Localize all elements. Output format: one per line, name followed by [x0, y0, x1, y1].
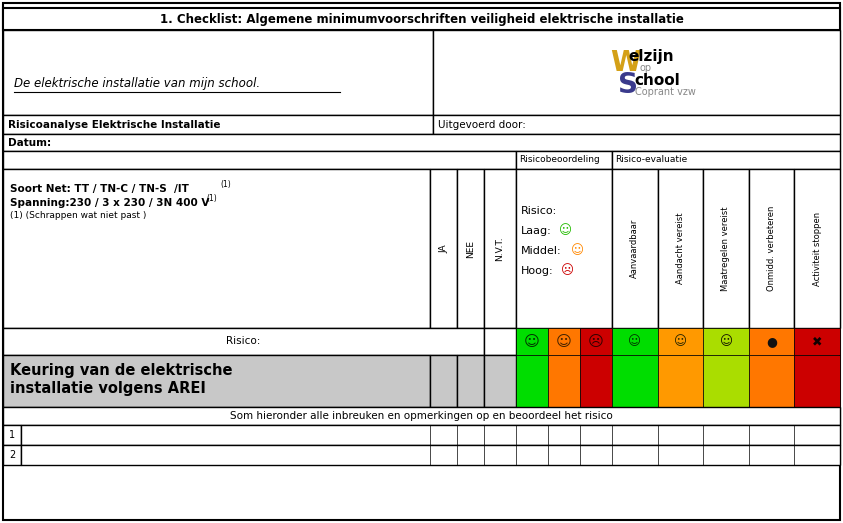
Bar — [516, 355, 548, 407]
Bar — [3, 8, 840, 30]
Bar — [430, 355, 457, 407]
Text: ☺: ☺ — [628, 335, 642, 348]
Bar — [612, 355, 658, 407]
Bar — [794, 169, 840, 328]
Bar — [433, 30, 840, 115]
Bar — [548, 355, 580, 407]
Bar — [794, 355, 840, 407]
Bar — [749, 169, 794, 328]
Bar — [580, 355, 612, 407]
Bar — [703, 328, 749, 355]
Text: Risico-evaluatie: Risico-evaluatie — [615, 155, 687, 165]
Text: ☺: ☺ — [556, 334, 572, 349]
Bar — [794, 328, 840, 355]
Bar — [658, 169, 703, 328]
Bar — [516, 151, 612, 169]
Text: ●: ● — [766, 335, 777, 348]
Text: Coprant vzw: Coprant vzw — [635, 87, 695, 97]
Text: Risico:: Risico: — [521, 206, 557, 215]
Bar — [21, 425, 840, 445]
Text: NEE: NEE — [466, 240, 475, 257]
Text: ☺: ☺ — [719, 335, 733, 348]
Bar — [430, 169, 457, 328]
Text: Risico:: Risico: — [226, 336, 260, 347]
Bar — [658, 355, 703, 407]
Text: ☺: ☺ — [674, 335, 687, 348]
Text: Middel:: Middel: — [521, 245, 561, 256]
Bar — [516, 169, 612, 328]
Text: (1): (1) — [220, 179, 231, 188]
Bar — [548, 328, 580, 355]
Bar — [3, 30, 433, 115]
Text: Som hieronder alle inbreuken en opmerkingen op en beoordeel het risico: Som hieronder alle inbreuken en opmerkin… — [230, 411, 613, 421]
Bar — [658, 328, 703, 355]
Bar — [3, 445, 21, 465]
Bar — [580, 328, 612, 355]
Text: Onmidd. verbeteren: Onmidd. verbeteren — [767, 206, 776, 291]
Text: Aanvaardbaar: Aanvaardbaar — [631, 219, 639, 278]
Bar — [433, 115, 840, 134]
Text: De elektrische installatie van mijn school.: De elektrische installatie van mijn scho… — [14, 76, 260, 89]
Text: ✖: ✖ — [812, 335, 823, 348]
Bar — [749, 355, 794, 407]
Bar — [612, 328, 658, 355]
Bar — [703, 169, 749, 328]
Bar — [3, 169, 430, 328]
Text: ☺: ☺ — [571, 244, 584, 257]
Text: ☺: ☺ — [559, 224, 572, 237]
Text: Risicobeoordeling: Risicobeoordeling — [519, 155, 599, 165]
Text: S: S — [618, 71, 638, 99]
Text: ☹: ☹ — [588, 334, 604, 349]
Bar — [3, 134, 840, 151]
Bar — [749, 328, 794, 355]
Bar — [484, 355, 516, 407]
Text: installatie volgens AREI: installatie volgens AREI — [10, 381, 206, 396]
Text: Activiteit stoppen: Activiteit stoppen — [813, 211, 822, 286]
Text: ☺: ☺ — [524, 334, 540, 349]
Text: Laag:: Laag: — [521, 225, 552, 235]
Bar — [3, 355, 430, 407]
Text: Datum:: Datum: — [8, 138, 51, 147]
Text: Uitgevoerd door:: Uitgevoerd door: — [438, 119, 526, 130]
Bar — [484, 169, 516, 328]
Text: 1: 1 — [9, 430, 15, 440]
Text: Spanning:230 / 3 x 230 / 3N 400 V: Spanning:230 / 3 x 230 / 3N 400 V — [10, 198, 213, 208]
Text: 1. Checklist: Algemene minimumvoorschriften veiligheid elektrische installatie: 1. Checklist: Algemene minimumvoorschrif… — [159, 13, 684, 26]
Text: N.V.T.: N.V.T. — [496, 236, 504, 261]
Text: Risicoanalyse Elektrische Installatie: Risicoanalyse Elektrische Installatie — [8, 119, 221, 130]
Text: Hoog:: Hoog: — [521, 266, 554, 276]
Text: ☹: ☹ — [561, 264, 574, 277]
Text: op: op — [640, 63, 652, 73]
Bar — [3, 115, 433, 134]
Text: 2: 2 — [9, 450, 15, 460]
Text: W: W — [610, 49, 641, 77]
Text: Soort Net: TT / TN-C / TN-S  /IT: Soort Net: TT / TN-C / TN-S /IT — [10, 184, 192, 194]
Text: (1) (Schrappen wat niet past ): (1) (Schrappen wat niet past ) — [10, 210, 147, 220]
Bar — [484, 328, 516, 355]
Bar — [516, 328, 548, 355]
Text: (1): (1) — [206, 194, 217, 202]
Text: Aandacht vereist: Aandacht vereist — [676, 213, 685, 284]
Bar — [21, 445, 840, 465]
Bar — [612, 169, 658, 328]
Bar — [3, 328, 484, 355]
Bar — [3, 407, 840, 425]
Text: Maatregelen vereist: Maatregelen vereist — [722, 206, 731, 291]
Bar — [612, 151, 840, 169]
Bar — [457, 169, 484, 328]
Text: JA: JA — [439, 244, 448, 253]
Bar — [3, 425, 21, 445]
Bar — [457, 355, 484, 407]
Text: chool: chool — [634, 73, 679, 88]
Text: Keuring van de elektrische: Keuring van de elektrische — [10, 363, 233, 379]
Bar — [3, 151, 516, 169]
Text: elzijn: elzijn — [628, 49, 674, 64]
Bar — [703, 355, 749, 407]
